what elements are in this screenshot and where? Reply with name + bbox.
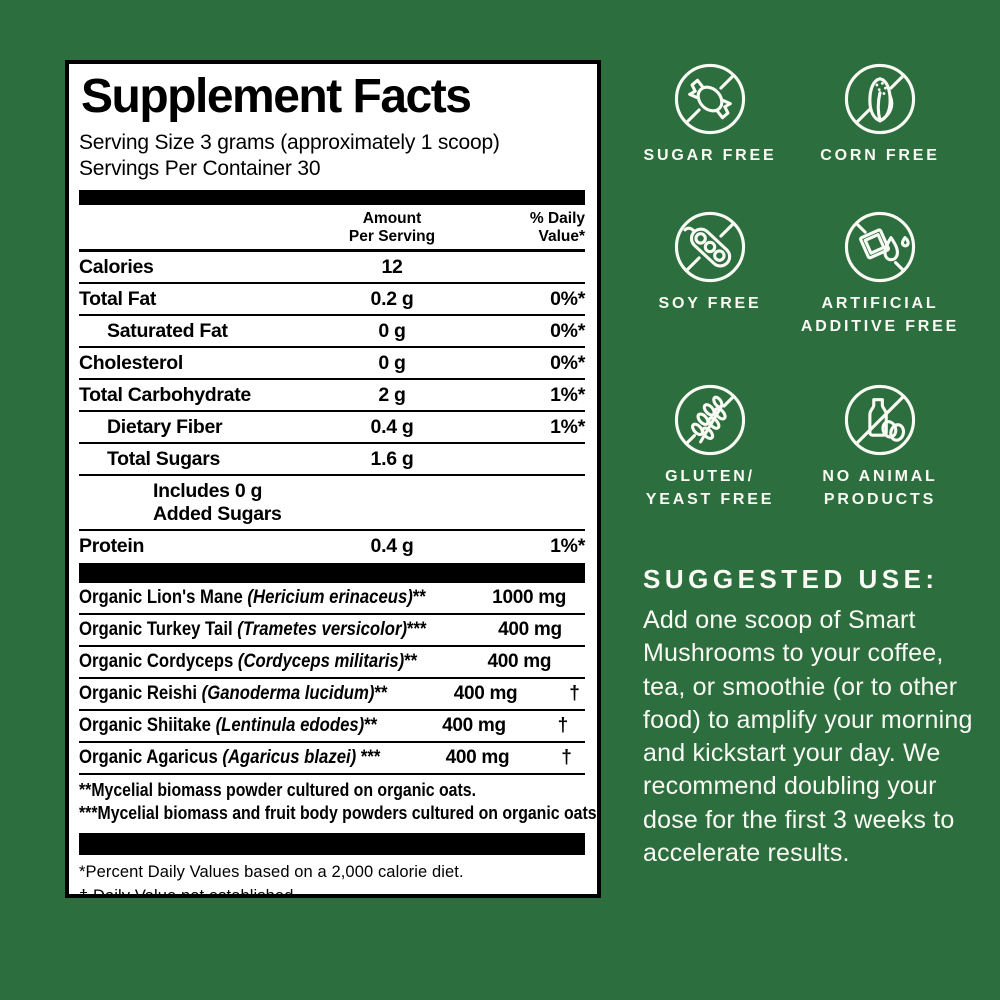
nutrient-row-added-sugars: Includes 0 g Added Sugars	[79, 474, 585, 529]
badge-artificial-additive-free: ARTIFICIAL ADDITIVE FREE	[795, 208, 965, 338]
no-sugar-icon	[674, 63, 746, 135]
ingredient-row-lions-mane: Organic Lion's Mane (Hericium erinaceus)…	[79, 583, 585, 613]
badge-no-animal-products: NO ANIMAL PRODUCTS	[795, 381, 965, 511]
table-header-row: Amount Per Serving % Daily Value*	[79, 205, 585, 253]
badge-label: CORN FREE	[820, 147, 940, 164]
dagger-note: † Daily Value not established.	[79, 886, 299, 898]
serving-size: Serving Size 3 grams (approximately 1 sc…	[79, 131, 500, 155]
header-daily-value: % Daily Value*	[529, 209, 585, 245]
daily-value-notes: *Percent Daily Values based on a 2,000 c…	[79, 861, 585, 898]
ingredient-row-agaricus: Organic Agaricus (Agaricus blazei) *** 4…	[79, 741, 585, 773]
servings-per-container: Servings Per Container 30	[79, 156, 321, 180]
badge-label: GLUTEN/YEAST FREE	[645, 468, 775, 508]
no-additive-icon	[844, 212, 916, 283]
dietary-badges: SUGAR FREE CORN FREE	[625, 60, 965, 511]
divider-bar-thick	[79, 563, 585, 584]
nutrient-row-total-carbohydrate: Total Carbohydrate 2 g 1%*	[79, 378, 585, 410]
nutrient-row-calories: Calories 12	[79, 255, 403, 278]
badge-row: GLUTEN/YEAST FREE NO ANIMAL PRODUCTS	[625, 381, 965, 511]
nutrient-row-dietary-fiber: Dietary Fiber 0.4 g 1%*	[79, 410, 585, 442]
dagger-symbol: †	[575, 651, 597, 673]
nutrient-table: Calories 12 Total Fat 0.2 g 0%* Saturate…	[79, 252, 585, 561]
dagger-symbol: †	[585, 587, 597, 609]
header-amount-per-serving: Amount Per Serving	[348, 209, 436, 245]
badge-label: ARTIFICIAL ADDITIVE FREE	[800, 295, 960, 335]
no-animal-icon	[844, 385, 916, 456]
badge-corn-free: CORN FREE	[795, 60, 965, 167]
badge-row: SOY FREE ARTIFICIAL ADDITIVE FREE	[625, 208, 965, 338]
badge-sugar-free: SUGAR FREE	[625, 60, 795, 167]
ingredient-row-cordyceps: Organic Cordyceps (Cordyceps militaris)*…	[79, 645, 585, 677]
badge-row: SUGAR FREE CORN FREE	[625, 60, 965, 167]
no-soy-icon	[674, 212, 746, 283]
badge-label: SUGAR FREE	[643, 147, 777, 164]
ingredient-row-shiitake: Organic Shiitake (Lentinula edodes)** 40…	[79, 709, 585, 741]
dagger-symbol: †	[586, 619, 597, 641]
mycelial-footnotes: **Mycelial biomass powder cultured on or…	[79, 780, 601, 824]
nutrient-row-total-fat: Total Fat 0.2 g 0%*	[79, 282, 585, 314]
header-spacer	[79, 210, 317, 246]
badge-soy-free: SOY FREE	[625, 208, 795, 338]
panel-title: Supplement Facts	[81, 70, 472, 123]
dagger-symbol: †	[569, 683, 580, 705]
badge-label: NO ANIMAL PRODUCTS	[822, 468, 938, 508]
badge-label: SOY FREE	[658, 295, 762, 313]
ingredient-table: Organic Lion's Mane (Hericium erinaceus)…	[79, 583, 585, 776]
suggested-use-heading: SUGGESTED USE:	[643, 564, 939, 594]
divider-bar-bottom	[79, 833, 585, 856]
no-corn-icon	[844, 63, 916, 135]
suggested-use-section: SUGGESTED USE: Add one scoop of Smart Mu…	[643, 564, 988, 870]
nutrient-row-saturated-fat: Saturated Fat 0 g 0%*	[79, 314, 585, 346]
dagger-symbol: †	[561, 747, 572, 769]
ingredient-row-turkey-tail: Organic Turkey Tail (Trametes versicolor…	[79, 613, 585, 645]
ingredient-row-reishi: Organic Reishi (Ganoderma lucidum)** 400…	[79, 677, 585, 709]
divider-bar	[79, 189, 585, 205]
no-gluten-icon	[674, 385, 746, 456]
nutrient-row-total-sugars: Total Sugars 1.6 g	[79, 442, 585, 474]
badge-gluten-yeast-free: GLUTEN/YEAST FREE	[625, 381, 795, 511]
supplement-facts-panel: Supplement Facts Serving Size 3 grams (a…	[65, 60, 601, 898]
dagger-symbol: †	[557, 715, 569, 737]
nutrient-row-cholesterol: Cholesterol 0 g 0%*	[79, 346, 585, 378]
suggested-use-body: Add one scoop of Smart Mushrooms to your…	[643, 606, 973, 867]
nutrient-row-protein: Protein 0.4 g 1%*	[79, 529, 585, 561]
percent-daily-note: *Percent Daily Values based on a 2,000 c…	[79, 863, 464, 882]
